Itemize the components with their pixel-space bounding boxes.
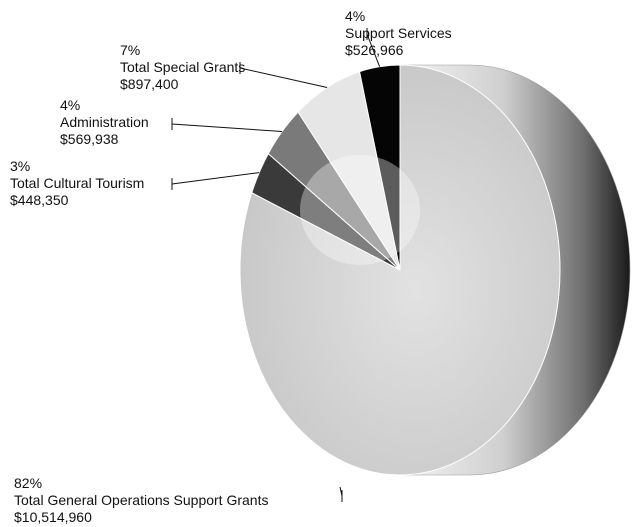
label-administration: 4% Administration $569,938 (60, 97, 149, 148)
label-support-services: 4% Support Services $526,966 (345, 8, 452, 59)
leader-line-administration (171, 118, 283, 132)
leader-line-support-services (366, 28, 381, 67)
label-general-operations-percent: 82% (14, 475, 43, 491)
label-total-cultural-tourism-name: Total Cultural Tourism (10, 175, 145, 191)
label-general-operations-name: Total General Operations Support Grants (14, 492, 269, 508)
label-total-special-grants-percent: 7% (120, 42, 141, 58)
label-total-cultural-tourism: 3% Total Cultural Tourism $448,350 (10, 158, 144, 209)
leader-line-total-general-operations-support-grants (339, 486, 343, 502)
leader-line-total-cultural-tourism (171, 172, 260, 190)
label-total-special-grants: 7% Total Special Grants $897,400 (120, 42, 245, 93)
label-total-cultural-tourism-percent: 3% (10, 158, 31, 174)
label-support-services-percent: 4% (345, 8, 366, 24)
leader-line-total-special-grants (239, 62, 328, 89)
label-support-services-amount: $526,966 (345, 42, 404, 58)
label-administration-amount: $569,938 (60, 131, 119, 147)
label-general-operations-amount: $10,514,960 (14, 509, 92, 525)
pie-highlight (300, 155, 420, 265)
label-total-cultural-tourism-amount: $448,350 (10, 192, 69, 208)
pie-slice-support-services (358, 64, 401, 271)
label-general-operations: 82% Total General Operations Support Gra… (14, 475, 268, 526)
label-support-services-name: Support Services (345, 25, 452, 41)
leader-lines-group (171, 28, 381, 502)
label-administration-percent: 4% (60, 97, 81, 113)
label-administration-name: Administration (60, 114, 149, 130)
label-total-special-grants-name: Total Special Grants (120, 59, 246, 75)
pie-slices-group (239, 64, 561, 476)
label-total-special-grants-amount: $897,400 (120, 76, 179, 92)
